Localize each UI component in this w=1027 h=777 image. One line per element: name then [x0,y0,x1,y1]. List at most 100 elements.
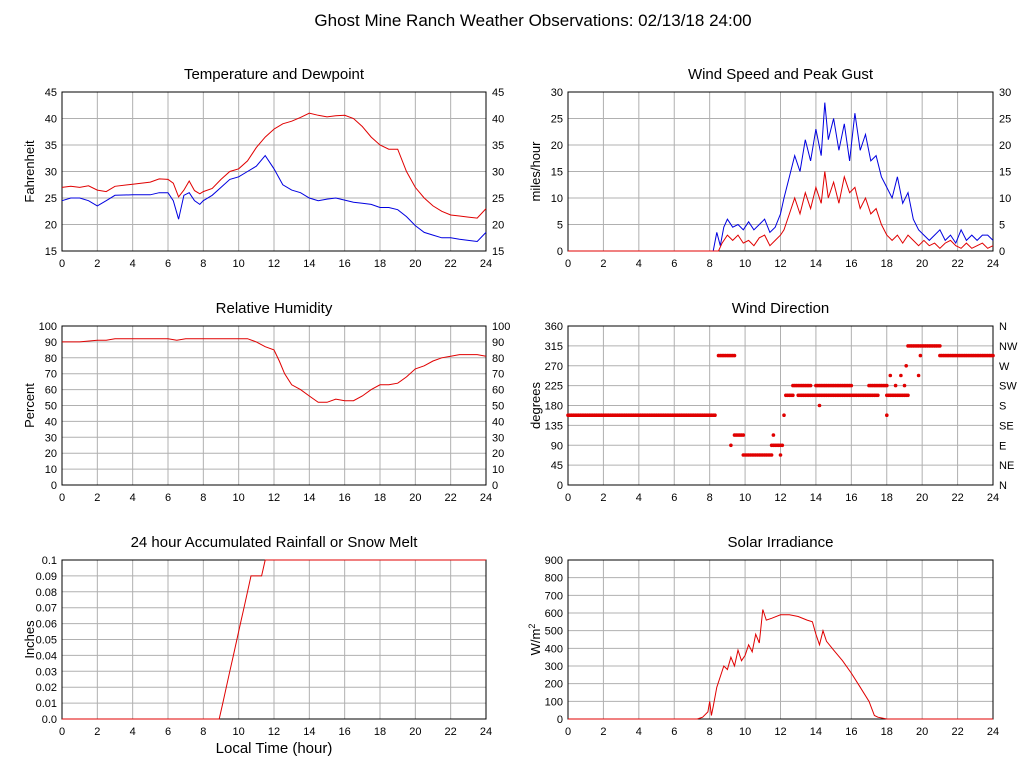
rainfall-ytick-label: 0.07 [36,603,57,615]
humidity-ytick-label: 0 [51,480,57,492]
rainfall-xtick-label: 16 [339,726,351,738]
wind_speed-ytick-label-right: 10 [999,193,1011,205]
solar-xtick-label: 4 [636,726,642,738]
wind_direction-point [904,364,908,368]
wind_direction-xtick-label: 16 [845,492,857,504]
rainfall-ytick-label: 0.1 [42,555,57,567]
rainfall-xtick-label: 14 [303,726,315,738]
humidity-ytick-label: 100 [39,321,57,333]
solar-ytick-label: 800 [545,573,563,585]
rainfall-xtick-label: 24 [480,726,492,738]
temperature-xtick-label: 8 [200,258,206,270]
rainfall-xtick-label: 22 [445,726,457,738]
wind_direction-point [791,393,795,398]
rainfall-series-0-line [62,559,486,720]
wind_direction-compass-label: NE [999,460,1014,472]
wind_direction-ytick-label: 315 [545,341,563,353]
solar-ytick-label: 400 [545,643,563,655]
wind_direction-xtick-label: 2 [600,492,606,504]
wind_direction-ytick-label: 45 [551,460,563,472]
temperature-xtick-label: 10 [233,258,245,270]
rainfall-xtick-label: 20 [409,726,421,738]
rainfall-ytick-label: 0.02 [36,682,57,694]
humidity-xtick-label: 2 [94,492,100,504]
wind_direction-compass-label: E [999,440,1006,452]
wind_speed-xtick-label: 0 [565,258,571,270]
wind_speed-xtick-label: 8 [707,258,713,270]
solar-ytick-label: 0 [557,714,563,726]
humidity-xtick-label: 22 [445,492,457,504]
wind_speed-ytick-label-right: 0 [999,246,1005,258]
wind_direction-ytick-label: 225 [545,381,563,393]
temperature-xtick-label: 22 [445,258,457,270]
wind_speed-series-1-line [568,171,994,252]
wind_direction-ytick-label: 270 [545,361,563,373]
wind_speed-ytick-label-right: 25 [999,114,1011,126]
humidity-ytick-label: 10 [45,464,57,476]
solar-ytick-label: 900 [545,555,563,567]
wind_direction-xtick-label: 20 [916,492,928,504]
rainfall-xtick-label: 6 [165,726,171,738]
wind_direction-point [906,393,910,398]
wind_direction-xtick-label: 4 [636,492,642,504]
rainfall-xtick-label: 10 [233,726,245,738]
solar-ylabel-superscript: 2 [527,624,537,629]
wind_direction-compass-label: NW [999,341,1018,353]
rainfall-ytick-label: 0.09 [36,571,57,583]
temperature-xtick-label: 6 [165,258,171,270]
wind_direction-point [876,393,880,398]
humidity-ytick-label-right: 60 [492,385,504,397]
humidity-xtick-label: 4 [130,492,136,504]
wind_direction-point [893,383,898,388]
humidity-ytick-label-right: 0 [492,480,498,492]
rainfall-ytick-label: 0.06 [36,619,57,631]
wind_direction-xtick-label: 0 [565,492,571,504]
temperature-ytick-label-right: 40 [492,114,504,126]
wind_direction-point [782,413,786,418]
wind_direction-xtick-label: 14 [810,492,822,504]
wind-direction-chart: 0 2 4 6 8 10 12 14 16 18 20 22 240459013518022527031… [528,300,1018,504]
wind_speed-xtick-label: 12 [774,258,786,270]
humidity-ytick-label: 50 [45,401,57,413]
humidity-ytick-label: 80 [45,353,57,365]
wind_direction-compass-label: SE [999,420,1014,432]
humidity-xtick-label: 16 [339,492,351,504]
wind_direction-point [885,413,889,418]
humidity-ytick-label: 30 [45,432,57,444]
temperature-ytick-label-right: 30 [492,167,504,179]
wind_direction-xtick-label: 22 [951,492,963,504]
wind_direction-compass-label: SW [999,381,1017,393]
wind_direction-point [780,443,785,448]
wind_direction-point [713,413,717,418]
rainfall-title: 24 hour Accumulated Rainfall or Snow Mel… [131,534,419,551]
wind_speed-xtick-label: 24 [987,258,999,270]
rainfall-ytick-label: 0.03 [36,666,57,678]
humidity-xtick-label: 24 [480,492,492,504]
wind_direction-point [769,453,774,457]
humidity-xtick-label: 10 [233,492,245,504]
humidity-ytick-label: 90 [45,337,57,349]
wind_direction-ytick-label: 135 [545,420,563,432]
wind_direction-title: Wind Direction [732,300,830,317]
wind_direction-point [991,353,995,358]
wind_direction-point [729,443,733,448]
solar-xtick-label: 14 [810,726,822,738]
temperature-xtick-label: 18 [374,258,386,270]
wind_direction-point [741,433,746,437]
wind_direction-compass-label: N [999,480,1007,492]
solar-ytick-label: 600 [545,608,563,620]
solar-xtick-label: 22 [951,726,963,738]
temperature-ytick-label: 35 [45,140,57,152]
wind_direction-point [771,433,776,437]
rainfall-ytick-label: 0.0 [42,714,57,726]
solar-ytick-label: 700 [545,590,563,602]
rainfall-ytick-label: 0.08 [36,587,57,599]
temperature-ytick-label: 30 [45,167,57,179]
wind_direction-ylabel: degrees [528,382,543,429]
rainfall-xtick-label: 0 [59,726,65,738]
wind_direction-point [899,373,903,378]
temperature-plot-frame [61,91,487,252]
wind_direction-point [808,383,813,388]
